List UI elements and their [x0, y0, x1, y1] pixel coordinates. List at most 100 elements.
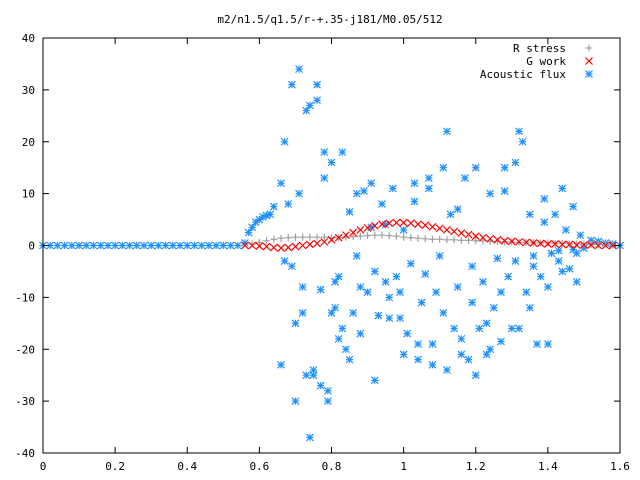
data-point: [399, 350, 408, 359]
data-point: [511, 257, 520, 265]
data-point: [500, 187, 509, 195]
data-point: [414, 220, 422, 229]
data-point: [602, 240, 610, 248]
data-point: [345, 355, 354, 364]
data-point: [291, 242, 300, 251]
data-point: [424, 184, 433, 193]
legend-label: Acoustic flux: [480, 68, 566, 81]
data-point: [327, 309, 336, 317]
data-point: [461, 174, 469, 182]
chart-title: m2/n1.5/q1.5/r-+.35-j181/M0.05/512: [217, 13, 442, 26]
data-point: [331, 303, 340, 312]
data-point: [352, 189, 361, 198]
data-point: [421, 221, 430, 230]
data-point: [313, 239, 321, 248]
data-point: [356, 232, 364, 240]
legend-label: G work: [526, 55, 566, 68]
data-point: [338, 148, 347, 157]
data-point: [497, 337, 505, 346]
data-point: [334, 272, 343, 281]
axis-ticks: [42, 37, 621, 454]
y-tick-label: 20: [22, 136, 35, 149]
data-point: [342, 345, 350, 354]
data-point: [363, 288, 372, 297]
data-point: [543, 283, 552, 291]
data-point: [493, 254, 502, 263]
data-point: [435, 224, 444, 233]
data-point: [197, 241, 206, 250]
data-point: [572, 241, 581, 249]
data-point: [270, 235, 278, 243]
data-point: [248, 223, 257, 232]
data-point: [388, 184, 397, 193]
data-point: [277, 244, 285, 253]
y-tick-label: -10: [15, 291, 35, 304]
data-point: [323, 397, 332, 406]
data-point: [378, 220, 386, 229]
data-point: [580, 241, 588, 249]
data-point: [370, 376, 379, 385]
data-point: [316, 381, 325, 390]
data-point: [277, 234, 285, 242]
data-point: [313, 80, 321, 89]
x-tick-label: 1.4: [538, 460, 558, 473]
data-point: [313, 233, 321, 241]
data-point: [399, 226, 408, 234]
data-point: [82, 241, 91, 250]
data-point: [558, 184, 567, 193]
x-tick-label: 1.6: [610, 460, 630, 473]
data-point: [183, 241, 192, 250]
data-point: [540, 218, 549, 227]
data-point: [399, 218, 408, 227]
data-point: [594, 240, 602, 248]
data-point: [580, 240, 588, 248]
data-point: [396, 288, 404, 297]
data-point: [486, 189, 495, 198]
data-point: [352, 251, 361, 260]
data-point: [428, 235, 436, 243]
data-point: [515, 127, 523, 136]
data-point: [168, 241, 177, 250]
data-point: [414, 355, 422, 364]
data-point: [374, 311, 383, 320]
data-point: [392, 232, 400, 240]
data-point: [522, 238, 531, 247]
data-point: [529, 262, 538, 271]
data-point: [558, 267, 567, 276]
data-point: [255, 242, 264, 250]
data-point: [522, 288, 531, 297]
data-point: [316, 285, 325, 294]
data-point: [219, 241, 228, 250]
data-point: [551, 240, 560, 248]
data-point: [442, 366, 451, 374]
data-point: [543, 240, 552, 248]
data-point: [334, 334, 343, 343]
data-point: [442, 127, 451, 136]
data-point: [132, 241, 141, 250]
y-tick-label: 0: [28, 240, 35, 253]
legend-marker: [585, 57, 593, 65]
data-point: [284, 243, 293, 252]
data-point: [262, 242, 271, 251]
data-point: [299, 233, 307, 241]
data-point: [255, 238, 263, 246]
x-tick-label: 0.4: [177, 460, 197, 473]
data-point: [533, 340, 541, 348]
legend-marker: [585, 44, 593, 52]
data-point: [468, 298, 477, 307]
data-point: [443, 236, 451, 244]
data-point: [525, 303, 534, 312]
data-point: [334, 233, 343, 242]
x-axis-tick-labels: 0 0.2 0.4 0.6 0.8 1 1.2 1.4 1.6: [40, 460, 630, 473]
data-point: [410, 179, 419, 188]
data-point: [269, 202, 278, 211]
data-point: [244, 228, 253, 237]
data-point: [396, 314, 404, 323]
data-point: [118, 241, 127, 250]
data-point: [486, 345, 495, 354]
y-tick-label: -20: [15, 343, 35, 356]
data-point: [489, 303, 498, 312]
data-point: [457, 236, 465, 244]
data-point: [464, 355, 473, 364]
